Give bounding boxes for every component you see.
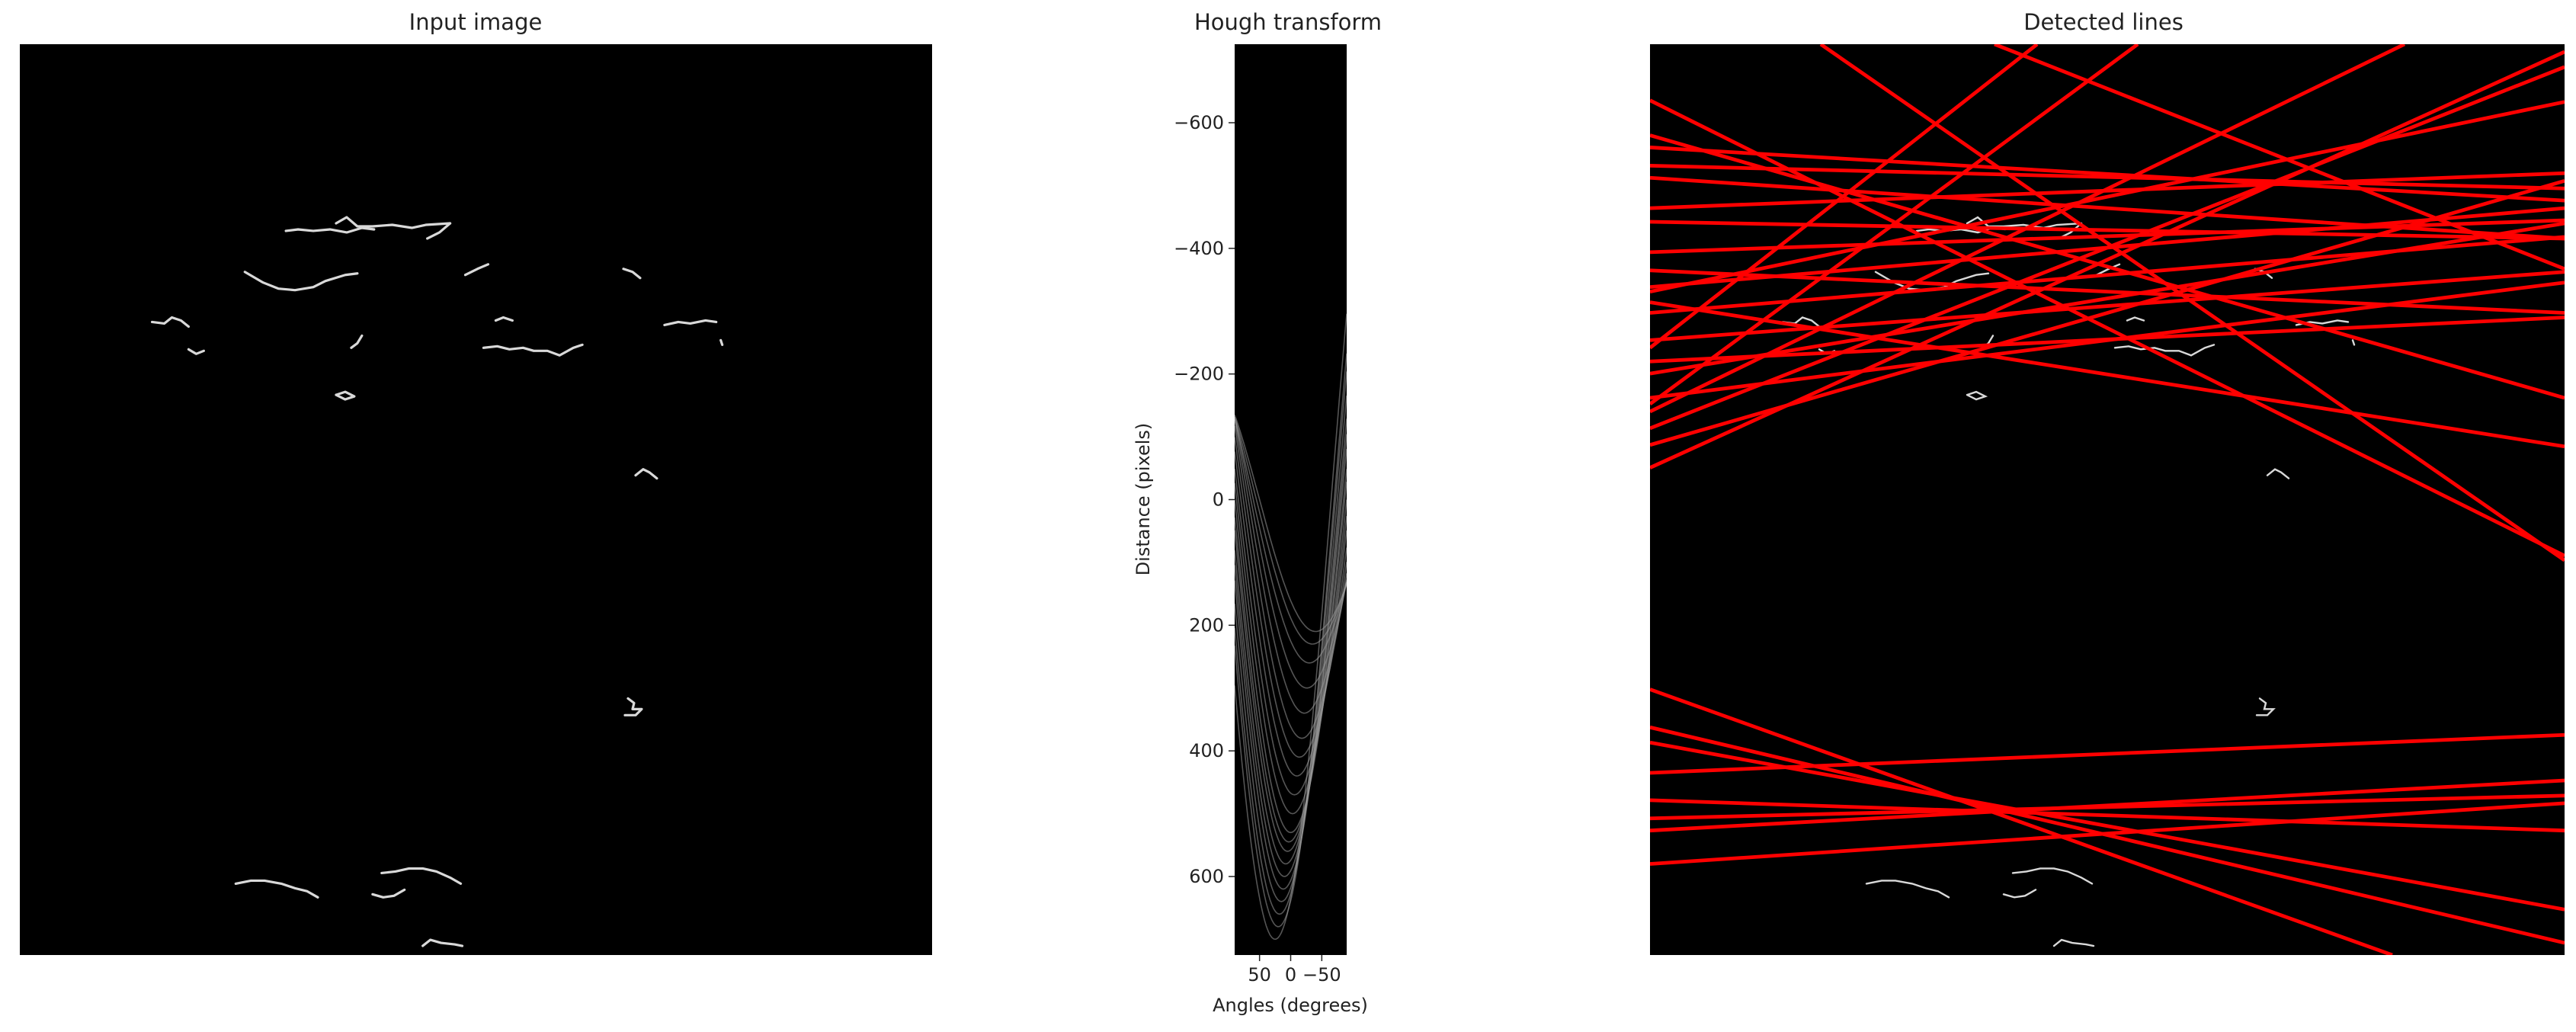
edge-segment <box>335 390 356 401</box>
input-image-canvas <box>150 216 724 947</box>
detected-line <box>1650 778 2565 833</box>
hough-curve <box>1235 468 1347 796</box>
hough-axis-ticks: −600 −400 −200 0 200 400 600 50 0 −50 <box>1174 112 1341 986</box>
detected-line <box>1650 280 2565 400</box>
hough-curve <box>1235 416 1347 645</box>
hough-curve <box>1235 448 1347 865</box>
edge-segment <box>2113 344 2216 357</box>
detected-line <box>1650 740 2565 912</box>
edge-segment <box>1865 880 1950 899</box>
detected-line <box>1650 163 2565 191</box>
detected-line <box>1650 801 2565 866</box>
edge-segment <box>622 268 642 280</box>
input-image-axes <box>20 44 932 955</box>
detected-line <box>1650 220 2565 241</box>
detected-line <box>1650 98 2565 558</box>
edge-segment <box>2052 938 2095 947</box>
hough-transform-axes <box>1235 44 1347 955</box>
y-tick-label: 600 <box>1189 866 1224 887</box>
edge-segment <box>150 316 191 329</box>
detected-line <box>1650 50 2565 470</box>
detected-line <box>1650 268 2565 315</box>
y-tick-label: −200 <box>1174 364 1224 385</box>
edge-segment <box>350 334 364 349</box>
edge-segment <box>234 879 319 899</box>
detected-line <box>1650 221 2565 376</box>
y-tick-label: −400 <box>1174 238 1224 259</box>
hough-curve <box>1235 415 1347 633</box>
edge-segment <box>463 263 490 277</box>
detected-line <box>1650 65 2565 431</box>
x-tick-label: 0 <box>1285 964 1296 986</box>
edge-segment <box>2255 697 2276 716</box>
hough-y-axis-label: Distance (pixels) <box>1133 422 1154 576</box>
hough-transform-title: Hough transform <box>1193 9 1383 35</box>
input-image-title: Input image <box>409 9 543 35</box>
detected-lines-canvas <box>1650 44 2565 955</box>
edge-segment <box>2002 889 2037 899</box>
x-tick-label: 50 <box>1248 964 1271 986</box>
hough-curve <box>1235 434 1347 877</box>
edge-segment <box>371 888 406 899</box>
detected-line <box>1650 270 2565 342</box>
detected-lines-title: Detected lines <box>2023 9 2184 35</box>
detected-line <box>1994 44 2565 271</box>
edge-segment <box>719 338 724 346</box>
edge-segment <box>187 348 205 355</box>
hough-curve <box>1235 416 1347 689</box>
edge-segment <box>623 697 643 716</box>
edge-segment <box>2011 867 2094 885</box>
hough-accumulator-canvas <box>1235 313 1347 941</box>
detected-line <box>1650 100 2565 293</box>
detected-line <box>1650 44 2039 350</box>
y-tick-label: 200 <box>1189 614 1224 636</box>
edge-segment <box>2351 339 2356 346</box>
y-tick-label: 400 <box>1189 740 1224 761</box>
detected-line <box>1650 44 2406 414</box>
detected-line <box>1650 44 2139 405</box>
detected-line <box>1650 175 2565 241</box>
hough-curve <box>1235 418 1347 664</box>
edge-segment <box>284 226 376 234</box>
edge-segment <box>1966 390 1988 401</box>
y-tick-label: 0 <box>1213 489 1224 511</box>
detected-line <box>1650 178 2565 447</box>
edge-segment <box>243 271 359 292</box>
edge-segment <box>634 468 658 480</box>
detected-line <box>1819 44 2565 562</box>
detected-line <box>1650 687 2393 955</box>
hough-x-axis-label: Angles (degrees) <box>1213 995 1368 1016</box>
detected-line <box>1650 798 2565 833</box>
detected-line <box>1650 732 2565 775</box>
detected-line <box>1650 146 2565 203</box>
edge-segment <box>482 343 584 357</box>
x-tick-label: −50 <box>1302 964 1341 986</box>
hough-curve <box>1235 418 1347 890</box>
edge-segment <box>421 938 464 947</box>
hough-curve <box>1235 353 1347 928</box>
hough-curve <box>1235 425 1347 739</box>
edge-segment <box>2266 468 2290 479</box>
hough-curve <box>1235 419 1347 714</box>
edge-segment <box>2126 316 2145 322</box>
hough-curve <box>1235 395 1347 902</box>
edge-segment <box>663 319 718 327</box>
detected-line <box>1650 133 2565 400</box>
detected-line <box>1650 300 2565 449</box>
hough-curve <box>1235 469 1347 852</box>
edge-segment <box>1966 216 2083 229</box>
edge-segment <box>494 316 514 322</box>
edge-segment <box>426 222 452 240</box>
edge-segment <box>335 216 452 229</box>
y-tick-label: −600 <box>1174 112 1224 133</box>
hough-curve <box>1235 313 1347 941</box>
edge-segment <box>380 867 463 885</box>
detected-lines-axes <box>1650 44 2565 955</box>
hough-curve <box>1235 371 1347 915</box>
